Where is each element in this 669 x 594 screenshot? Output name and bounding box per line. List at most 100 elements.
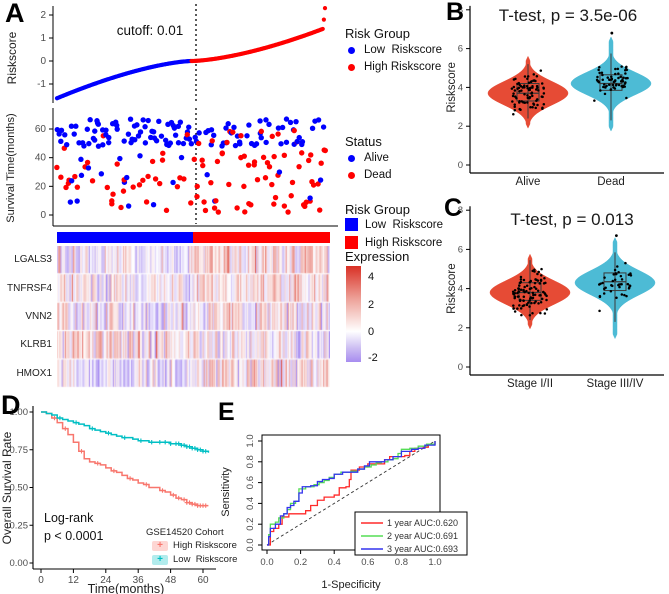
svg-text:40: 40 [35,153,47,164]
survival-time-scatter-plot: 0 20 40 60 Survival Time(months) [0,106,345,230]
svg-text:cutoff: 0.01: cutoff: 0.01 [117,23,184,38]
km-pvalue-label: p < 0.0001 [44,529,104,543]
km-legend-title: GSE14520 Cohort [146,527,224,538]
svg-text:8: 8 [458,5,463,16]
svg-text:0.8: 0.8 [395,557,408,568]
panel-label-b: B [446,0,465,26]
risk-square-swatch [345,236,358,249]
gene-label-lgals3: LGALS3 [14,254,52,266]
svg-text:0: 0 [40,210,46,221]
svg-text:0.2: 0.2 [245,518,256,531]
svg-text:24: 24 [100,575,112,586]
panel-label-a: A [5,0,25,28]
svg-text:0.6: 0.6 [361,557,374,568]
svg-text:36: 36 [133,575,145,586]
svg-text:Riskscore: Riskscore [446,62,458,112]
panel-label-e: E [218,398,235,426]
riskscore-by-status-violin-svg: 0 2 4 6 8 Riskscore Alive Dead [446,5,664,188]
legend-risk-dots-title: Risk Group [345,26,411,41]
roc-svg: 0.0 0.2 0.4 0.6 0.8 1.0 0.0 0.2 0.4 0.6 0.8 1.0 Sens… [220,434,468,591]
jitter-points [593,31,629,102]
svg-text:0.50: 0.50 [10,483,29,494]
svg-text:Overall Survival Rate: Overall Survival Rate [0,431,14,544]
legend-expression-title: Expression [345,249,410,264]
legend-risk-dots-label: Low Riskscore [364,44,442,56]
survival-points [54,116,329,215]
km-legend-label: Low Riskscore [173,554,238,565]
jitter-points [598,234,633,313]
svg-text:0.75: 0.75 [10,445,29,456]
svg-text:Dead: Dead [597,176,625,188]
legend-risk-dots-item: High Riskscore [348,61,441,73]
riskscore-points [54,6,328,101]
svg-text:-1: -1 [37,79,46,90]
km-svg: 0.00 0.25 0.50 0.75 1.00 0 12 24 36 48 60 Time(mont… [0,406,216,594]
svg-text:4: 4 [458,284,463,295]
panel-label-c: C [444,194,463,222]
violin-plot-stage: 0 2 4 6 8 Riskscore Stage I/II Stage III/IV [446,195,669,395]
svg-text:2: 2 [40,10,46,21]
km-censor-marks [52,415,208,508]
riskscore-rank-plot: 2 1 0 -1 Riskscore cutoff: 0.01 [0,0,345,106]
legend-status-title: Status [345,134,382,149]
svg-text:Time(months): Time(months) [88,582,165,594]
svg-text:0: 0 [458,362,463,373]
svg-text:3 year AUC:0.693: 3 year AUC:0.693 [387,544,458,554]
annotation-low-risk-segment [57,232,193,243]
violin-plot-status: 0 2 4 6 8 Riskscore Alive Dead [446,0,669,195]
survival-scatter-svg: 0 20 40 60 Survival Time(months) [5,108,338,227]
svg-text:1.0: 1.0 [428,557,441,568]
svg-text:1.00: 1.00 [10,407,29,418]
svg-text:Survival Time(months): Survival Time(months) [5,113,17,222]
km-legend-item: + Low Riskscore [152,554,237,565]
kaplan-meier-plot: 0.00 0.25 0.50 0.75 1.00 0 12 24 36 48 60 Time(mont… [0,392,222,594]
expression-heatmap-canvas [57,246,330,388]
violin-0 [487,55,569,129]
svg-text:Riskscore: Riskscore [5,31,19,84]
km-legend-key: + [152,540,168,551]
expression-tick--2: -2 [368,352,378,364]
riskscore-by-stage-violin-svg: 0 2 4 6 8 Riskscore Stage I/II Stage III/IV [446,205,664,390]
svg-text:2: 2 [458,121,463,132]
legend-status-label: Alive [364,152,389,164]
svg-text:1 year AUC:0.620: 1 year AUC:0.620 [387,518,458,528]
svg-text:0.4: 0.4 [328,557,341,568]
risk-square-label: Low Riskscore [365,218,443,231]
gene-label-tnfrsf4: TNFRSF4 [7,282,52,294]
jitter-points [510,69,546,116]
km-logrank-label: Log-rank [44,511,94,525]
legend-risk-squares-item: Low Riskscore [345,218,443,231]
svg-text:0.8: 0.8 [245,455,256,468]
expression-tick-4: 4 [368,271,375,283]
legend-status-dot [348,171,355,179]
gene-label-klrb1: KLRB1 [20,339,52,351]
svg-text:0.00: 0.00 [10,558,29,569]
violin-0 [489,253,571,330]
expression-gradient-bar [346,266,361,362]
km-legend-label: High Riskscore [173,540,237,551]
gene-label-vnn2: VNN2 [25,311,52,322]
risk-group-annotation-bar [57,232,330,243]
svg-text:2: 2 [458,323,463,334]
legend-status-dot [348,154,355,162]
svg-text:0.2: 0.2 [294,557,307,568]
roc-curve [267,441,436,546]
legend-risk-dots-item: Low Riskscore [348,44,442,56]
svg-text:0.0: 0.0 [245,538,256,551]
svg-text:48: 48 [165,575,177,586]
km-curve [41,411,210,453]
violin-1 [574,234,656,340]
svg-text:Stage I/II: Stage I/II [507,378,553,390]
svg-text:0.4: 0.4 [245,497,256,510]
svg-text:Riskscore: Riskscore [446,263,458,313]
svg-text:0.0: 0.0 [260,557,273,568]
violin-1 [570,31,652,132]
svg-text:2 year AUC:0.691: 2 year AUC:0.691 [387,531,458,541]
svg-text:4: 4 [458,82,463,93]
svg-text:Alive: Alive [516,176,541,188]
svg-text:6: 6 [458,244,463,255]
legend-risk-dots-dot [348,63,355,71]
svg-text:1-Specificity: 1-Specificity [321,579,381,591]
risk-square-label: High Riskscore [365,236,443,249]
